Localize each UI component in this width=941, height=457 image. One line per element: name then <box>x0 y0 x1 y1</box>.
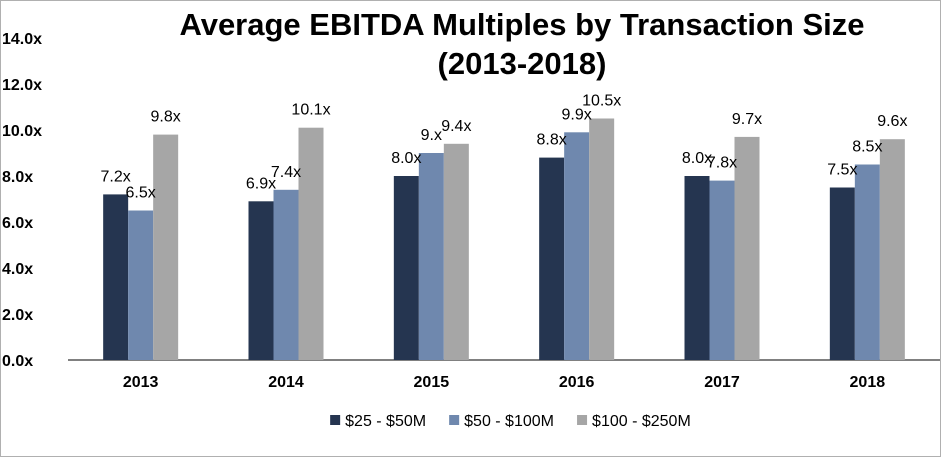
bar-2016-series-3 <box>589 118 615 360</box>
data-label: 7.2x <box>101 168 131 185</box>
data-label: 8.5x <box>852 139 882 156</box>
legend-swatch <box>577 415 588 425</box>
y-tick-label: 8.0x <box>2 169 33 186</box>
data-label: 9.x <box>421 127 442 144</box>
data-label: 6.5x <box>126 185 156 202</box>
x-tick-label: 2014 <box>268 374 304 391</box>
data-label: 10.5x <box>582 93 621 110</box>
bar-2013-series-3 <box>153 134 179 360</box>
data-label: 9.7x <box>732 111 762 128</box>
chart-title: Average EBITDA Multiples by Transaction … <box>179 7 864 81</box>
bar-2017-series-1 <box>684 176 710 360</box>
y-tick-label: 0.0x <box>2 353 33 370</box>
bars <box>103 118 905 360</box>
bar-2014-series-1 <box>248 201 274 360</box>
data-label: 10.1x <box>291 102 330 119</box>
bar-2015-series-1 <box>393 176 419 360</box>
legend-label: $25 - $50M <box>345 413 426 430</box>
y-tick-label: 12.0x <box>2 77 42 94</box>
bar-2014-series-2 <box>273 189 299 360</box>
bar-2018-series-3 <box>879 139 905 360</box>
y-tick-label: 2.0x <box>2 307 33 324</box>
x-tick-label: 2018 <box>850 374 886 391</box>
bar-2014-series-3 <box>298 127 324 360</box>
x-tick-label: 2017 <box>704 374 740 391</box>
data-label: 9.8x <box>151 109 181 126</box>
y-tick-label: 10.0x <box>2 123 42 140</box>
x-tick-label: 2016 <box>559 374 595 391</box>
data-label: 7.5x <box>827 162 857 179</box>
data-labels: 7.2x6.5x9.8x6.9x7.4x10.1x8.0x9.x9.4x8.8x… <box>101 93 908 202</box>
y-axis: 0.0x 2.0x 4.0x 6.0x 8.0x 10.0x 12.0x 14.0x <box>2 31 42 370</box>
legend: $25 - $50M $50 - $100M $100 - $250M <box>330 413 691 430</box>
data-label: 8.8x <box>537 132 567 149</box>
legend-label: $50 - $100M <box>464 413 554 430</box>
legend-label: $100 - $250M <box>592 413 691 430</box>
data-label: 9.4x <box>441 118 471 135</box>
data-label: 9.9x <box>562 106 592 123</box>
x-tick-label: 2013 <box>123 374 159 391</box>
data-label: 9.6x <box>877 113 907 130</box>
y-tick-label: 4.0x <box>2 261 33 278</box>
bar-2018-series-1 <box>829 187 855 360</box>
data-label: 8.0x <box>391 150 421 167</box>
x-axis: 2013 2014 2015 2016 2017 2018 <box>123 374 885 391</box>
bar-2017-series-2 <box>709 180 735 360</box>
data-label: 7.8x <box>707 155 737 172</box>
y-tick-label: 6.0x <box>2 215 33 232</box>
chart-title-line-2: (2013-2018) <box>438 46 607 81</box>
chart-title-line-1: Average EBITDA Multiples by Transaction … <box>179 7 864 42</box>
data-label: 8.0x <box>682 150 712 167</box>
bar-2018-series-2 <box>854 164 880 360</box>
y-tick-label: 14.0x <box>2 31 42 48</box>
legend-swatch <box>449 415 460 425</box>
bar-2015-series-2 <box>418 153 444 360</box>
data-label: 6.9x <box>246 175 276 192</box>
bar-2013-series-1 <box>103 194 129 360</box>
bar-2016-series-2 <box>564 132 590 360</box>
bar-2013-series-2 <box>128 210 154 360</box>
data-label: 7.4x <box>271 164 301 181</box>
legend-swatch <box>330 415 341 425</box>
bar-2015-series-3 <box>443 143 469 360</box>
x-tick-label: 2015 <box>414 374 450 391</box>
bar-2016-series-1 <box>539 157 565 360</box>
bar-2017-series-3 <box>734 136 760 360</box>
